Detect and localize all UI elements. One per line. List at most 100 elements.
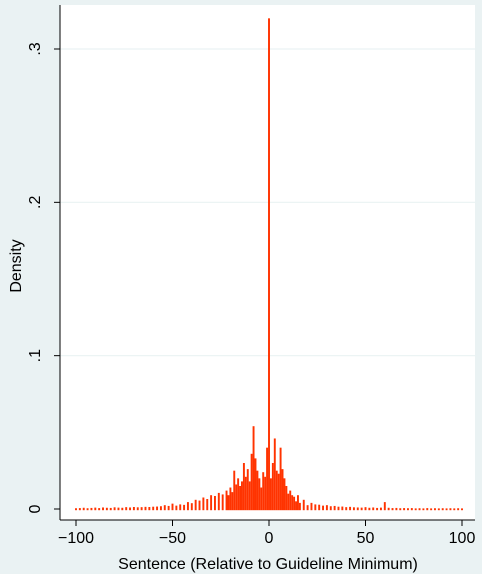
histogram-bar xyxy=(179,504,182,511)
histogram-bar xyxy=(198,500,201,511)
histogram-bar xyxy=(231,492,234,511)
histogram-bar xyxy=(298,502,301,511)
x-tick-label: −100 xyxy=(58,530,94,547)
histogram-bar xyxy=(345,507,348,511)
histogram-bar xyxy=(78,508,81,511)
histogram-bar xyxy=(414,508,417,511)
histogram-bar xyxy=(194,499,197,511)
histogram-bar xyxy=(82,507,85,511)
histogram-bar xyxy=(256,470,259,511)
histogram-bar xyxy=(241,481,243,511)
histogram-bar xyxy=(159,506,162,511)
histogram-bar xyxy=(109,507,112,511)
histogram-bar xyxy=(302,499,305,511)
histogram-bar xyxy=(287,493,290,511)
histogram-bar xyxy=(175,505,178,511)
histogram-bar xyxy=(167,505,170,511)
histogram-bar xyxy=(86,508,89,511)
histogram-bar xyxy=(318,504,321,511)
histogram-bar xyxy=(75,508,77,511)
histogram-bar xyxy=(248,481,251,511)
histogram-bar xyxy=(206,499,209,511)
histogram-bar xyxy=(285,486,288,511)
histogram-bar xyxy=(98,508,101,511)
histogram-bar xyxy=(190,503,193,511)
histogram-bar xyxy=(449,508,452,511)
histogram-bar xyxy=(395,507,398,511)
histogram-bar xyxy=(364,507,367,511)
histogram-bar xyxy=(217,492,220,511)
axes xyxy=(59,5,475,521)
x-tick-label: 0 xyxy=(265,530,274,547)
histogram-bar xyxy=(434,508,436,511)
histogram-bar xyxy=(379,507,382,511)
histogram-bar xyxy=(258,478,261,511)
histogram-bar xyxy=(202,497,205,511)
histogram-bar xyxy=(322,505,324,511)
histogram-bar xyxy=(235,484,238,511)
histogram-bar xyxy=(407,508,409,511)
histogram-bar xyxy=(239,486,242,511)
histogram-bar xyxy=(314,504,317,511)
histogram-bar xyxy=(273,438,276,511)
histogram-bar xyxy=(260,487,263,511)
histogram-bar xyxy=(244,476,247,511)
y-tick-label: .1 xyxy=(27,349,44,362)
histogram-bar xyxy=(271,463,274,511)
histogram-bar xyxy=(242,463,245,511)
histogram-bar xyxy=(422,508,425,511)
y-tick-label: .2 xyxy=(27,196,44,209)
histogram-bar xyxy=(418,508,421,511)
histogram-bar xyxy=(349,506,352,511)
histogram-bar xyxy=(399,508,402,511)
y-axis-title: Density xyxy=(8,239,25,292)
histogram-bar xyxy=(295,501,297,511)
bars xyxy=(75,18,463,511)
histogram-bar xyxy=(275,470,278,511)
histogram-bar xyxy=(264,476,267,511)
histogram-bar xyxy=(306,505,309,511)
histogram-bar xyxy=(225,490,228,511)
histogram-bar xyxy=(296,495,299,511)
histogram-bar xyxy=(214,495,216,511)
histogram-bar xyxy=(289,490,292,511)
histogram-bar xyxy=(269,478,272,511)
histogram-bar xyxy=(283,478,286,511)
x-axis-title: Sentence (Relative to Guideline Minimum) xyxy=(118,556,418,573)
histogram-bar xyxy=(430,508,433,511)
histogram-bar xyxy=(291,495,294,511)
histogram-bar xyxy=(163,505,166,511)
histogram-bar xyxy=(105,507,108,511)
histogram-bar xyxy=(453,508,456,511)
histogram-bar xyxy=(227,495,230,511)
histogram-bar xyxy=(254,458,257,511)
x-tick-label: −50 xyxy=(159,530,186,547)
histogram-bar xyxy=(250,453,253,511)
histogram-bar xyxy=(293,496,296,511)
histogram-bar xyxy=(341,506,344,511)
histogram-bar xyxy=(237,478,240,511)
histogram-bar xyxy=(102,507,104,511)
histogram-bar xyxy=(352,507,355,511)
histogram-bar xyxy=(262,472,265,511)
histogram-bar xyxy=(333,505,336,511)
histogram-bar xyxy=(360,507,363,511)
histogram-bar xyxy=(266,447,269,511)
histogram-bar xyxy=(368,507,371,511)
histogram-bar xyxy=(426,508,429,511)
histogram-bar xyxy=(246,469,249,511)
histogram-bar xyxy=(252,426,255,511)
histogram-bar xyxy=(337,506,340,511)
histogram-bar xyxy=(457,508,460,511)
histogram-bar xyxy=(445,508,448,511)
histogram-bar xyxy=(461,508,463,511)
x-tick-label: 50 xyxy=(357,530,375,547)
histogram-bar xyxy=(132,507,135,511)
gridlines xyxy=(60,48,475,357)
ticks: 0 .1 .2 .3 −100 −50 0 50 100 xyxy=(27,42,475,547)
histogram-bar xyxy=(140,507,143,511)
histogram-bar xyxy=(281,469,284,511)
histogram-bar xyxy=(186,502,189,511)
